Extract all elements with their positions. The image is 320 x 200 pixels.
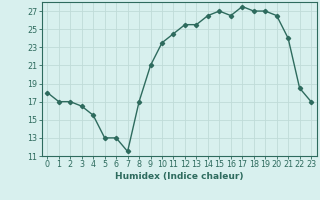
X-axis label: Humidex (Indice chaleur): Humidex (Indice chaleur) xyxy=(115,172,244,181)
